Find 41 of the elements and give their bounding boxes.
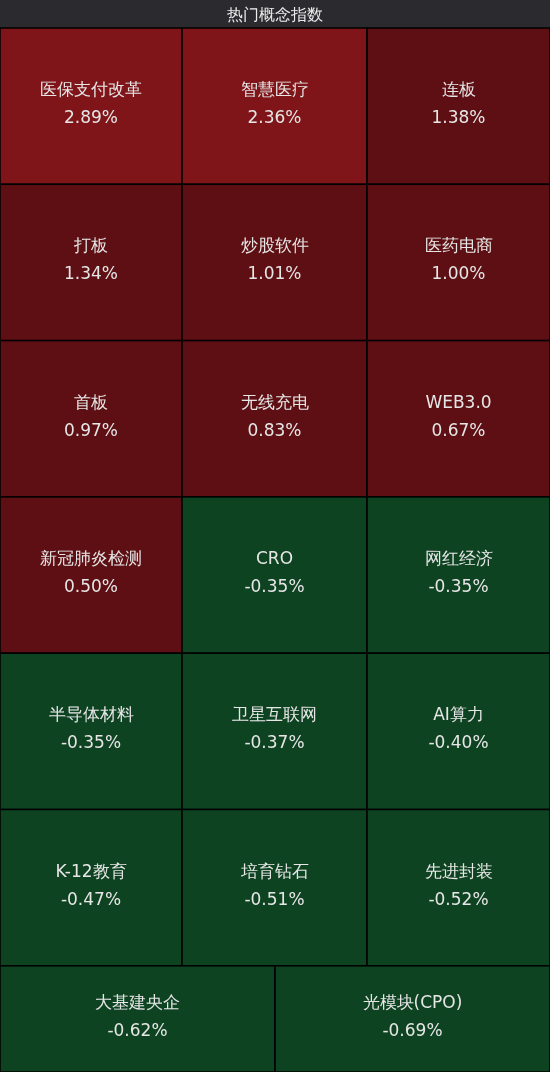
category-label: 智慧医疗 [240, 79, 309, 100]
data-label: -0.52% [428, 888, 489, 909]
data-label: 1.38% [431, 107, 486, 128]
category-label: 无线充电 [240, 391, 309, 412]
data-label: -0.69% [382, 1019, 443, 1040]
category-label: 大基建央企 [95, 991, 180, 1012]
category-label: 光模块(CPO) [362, 991, 463, 1012]
category-label: 打板 [73, 235, 108, 256]
data-label: 0.97% [63, 419, 119, 440]
category-label: 首板 [74, 391, 108, 412]
text: 热门概念指数 [227, 5, 323, 24]
data-label: -0.35% [244, 576, 305, 597]
category-label: K-12教育 [55, 860, 127, 881]
category-label: CRO [255, 548, 294, 569]
data-label: 0.83% [247, 419, 302, 440]
data-label: -0.47% [60, 888, 122, 909]
category-label: 新冠肺炎检测 [40, 548, 142, 569]
data-label: 1.01% [247, 263, 302, 284]
data-label: 2.89% [63, 107, 119, 128]
category-label: 培育钻石 [239, 860, 309, 881]
category-label: 网红经济 [424, 548, 493, 569]
category-label: 医药电商 [424, 235, 493, 256]
data-label: -0.51% [244, 888, 305, 909]
data-label: 0.67% [431, 419, 486, 440]
data-label: -0.37% [244, 732, 305, 753]
category-label: AI算力 [433, 704, 484, 725]
category-label: 半导体材料 [48, 704, 134, 725]
category-label: 医保支付改革 [40, 79, 142, 100]
category-label: 先进封装 [424, 860, 493, 881]
category-label: 炒股软件 [240, 235, 309, 256]
data-label: -0.40% [428, 732, 489, 753]
data-label: 1.34% [63, 263, 119, 284]
category-label: 卫星互联网 [232, 704, 317, 725]
data-label: 2.36% [247, 107, 302, 128]
data-label: 0.50% [63, 576, 119, 597]
data-label: -0.35% [60, 732, 122, 753]
data-label: -0.62% [107, 1019, 168, 1040]
category-label: 连板 [441, 79, 476, 100]
data-label: 1.00% [431, 263, 486, 284]
category-label: WEB3.0 [425, 391, 492, 412]
data-label: -0.35% [428, 576, 489, 597]
